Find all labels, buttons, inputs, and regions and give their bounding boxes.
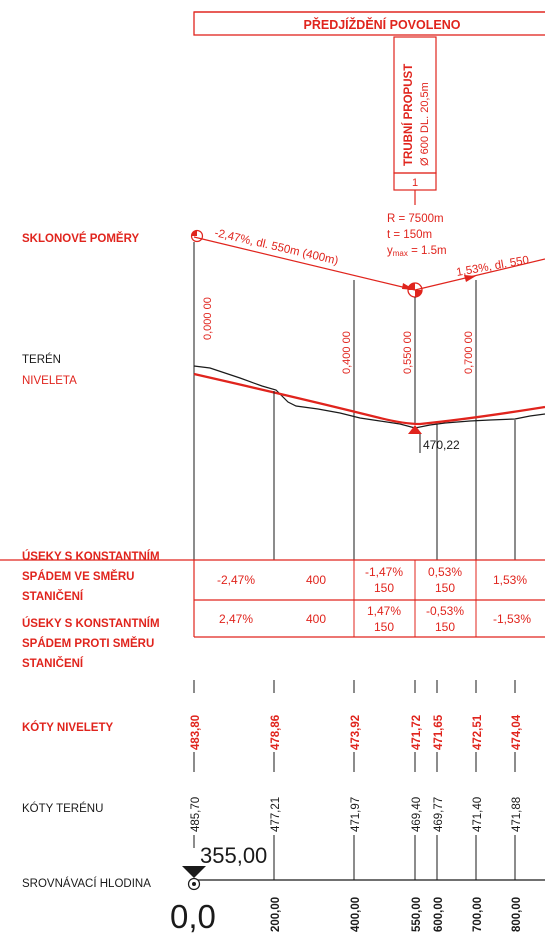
ter-elev-3: 469,40	[411, 797, 423, 832]
culvert-number: 1	[412, 177, 418, 189]
label-useky-proti-2: SPÁDEM PROTI SMĚRU	[22, 637, 154, 650]
proti-cell-3b: 150	[435, 620, 455, 634]
ter-elev-2: 471,97	[350, 797, 362, 832]
ter-elev-4: 469,77	[433, 797, 445, 832]
row-labels: SKLONOVÉ POMĚRY TERÉN NIVELETA ÚSEKY S K…	[22, 232, 160, 890]
upper-station-lines: 0,000 00 0,400 00 0,550 00 0,700 00	[193, 242, 477, 560]
ve-cell-4: 1,53%	[493, 573, 527, 587]
label-useky-ve-3: STANIČENÍ	[22, 590, 84, 603]
niv-elev-2: 473,92	[350, 715, 362, 750]
elevation-station-lines	[193, 680, 516, 880]
ter-elev-6: 471,88	[511, 797, 523, 832]
terrain-elevations-row: 485,70 477,21 471,97 469,40 469,77 471,4…	[190, 797, 523, 832]
profile-lines: 470,22	[193, 365, 545, 453]
chainage-400: 400,00	[350, 897, 362, 932]
grade-left-label: -2,47%, dl. 550m (400m)	[213, 227, 339, 267]
proti-cell-4: -1,53%	[493, 612, 531, 626]
niv-elev-0: 483,80	[190, 715, 202, 750]
overtaking-band: PŘEDJÍŽDĚNÍ POVOLENO	[193, 11, 545, 36]
chainage-550: 550,00	[411, 897, 423, 932]
label-teren: TERÉN	[22, 353, 61, 366]
label-useky-ve-1: ÚSEKY S KONSTANTNÍM	[22, 550, 160, 563]
culvert-label-line1: TRUBNÍ PROPUST	[402, 64, 415, 166]
ter-elev-5: 471,40	[472, 797, 484, 832]
ter-elev-1: 477,21	[270, 797, 282, 832]
overtaking-label: PŘEDJÍŽDĚNÍ POVOLENO	[304, 17, 461, 32]
chainage-200: 200,00	[270, 897, 282, 932]
grade-elevations-row: 483,80 478,86 473,92 471,72 471,65 472,5…	[190, 714, 523, 750]
niv-elev-3: 471,72	[411, 715, 423, 750]
label-useky-proti-1: ÚSEKY S KONSTANTNÍM	[22, 617, 160, 630]
curve-ymax: ymax = 1.5m	[387, 245, 447, 258]
grade-diagram: -2,47%, dl. 550m (400m) 1,53%, dl. 550	[190, 227, 545, 298]
station-label-550: 0,550 00	[402, 331, 414, 374]
chainage-origin: 0,0	[170, 898, 216, 935]
chainage-700: 700,00	[472, 897, 484, 932]
chainage-800: 800,00	[511, 897, 523, 932]
curve-radius: R = 7500m	[387, 213, 444, 225]
label-koty-terenu: KÓTY TERÉNU	[22, 802, 103, 815]
chainage-row: 0,0 200,00 400,00 550,00 600,00 700,00 8…	[170, 897, 523, 935]
terrain-line	[193, 365, 545, 429]
ve-cell-3b: 150	[435, 581, 455, 595]
constant-grade-table: -2,47% 400 -1,47% 150 0,53% 150 1,53% 2,…	[0, 559, 545, 638]
culvert-marker: TRUBNÍ PROPUST Ø 600 DL. 20,5m 1	[393, 36, 437, 205]
proti-cell-3a: -0,53%	[426, 604, 464, 618]
ter-elev-0: 485,70	[190, 797, 202, 832]
proti-cell-2a: 1,47%	[367, 604, 401, 618]
niv-elev-1: 478,86	[270, 715, 282, 750]
low-point-label: 470,22	[423, 438, 460, 452]
datum-value: 355,00	[200, 843, 267, 868]
grade-right-label: 1,53%, dl. 550	[455, 254, 529, 279]
ve-cell-2a: -1,47%	[365, 565, 403, 579]
niv-elev-5: 472,51	[472, 714, 484, 750]
ve-cell-2b: 150	[374, 581, 394, 595]
station-label-0: 0,000 00	[202, 297, 214, 340]
proti-cell-2b: 150	[374, 620, 394, 634]
proti-cell-0: 2,47%	[219, 612, 253, 626]
culvert-label-line2: Ø 600 DL. 20,5m	[419, 82, 431, 166]
datum-reference: 355,00	[182, 843, 545, 891]
label-koty-nivelety: KÓTY NIVELETY	[22, 721, 113, 734]
label-sklonove-pomery: SKLONOVÉ POMĚRY	[22, 232, 139, 245]
ve-cell-3a: 0,53%	[428, 565, 462, 579]
label-useky-ve-2: SPÁDEM VE SMĚRU	[22, 570, 134, 583]
low-point-marker	[408, 425, 422, 434]
datum-triangle-icon	[182, 866, 206, 878]
proti-cell-1: 400	[306, 612, 326, 626]
chainage-600: 600,00	[433, 897, 445, 932]
station-label-700: 0,700 00	[463, 331, 475, 374]
lower-station-lines	[273, 391, 516, 560]
niv-elev-4: 471,65	[433, 714, 445, 750]
ve-cell-0: -2,47%	[217, 573, 255, 587]
niveleta-line	[193, 372, 545, 426]
vertical-curve-parameters: R = 7500m t = 150m ymax = 1.5m	[387, 213, 447, 258]
label-srovnavaci-hladina: SROVNÁVACÍ HLODINA	[22, 877, 151, 890]
niv-elev-6: 474,04	[511, 714, 523, 750]
ve-cell-1: 400	[306, 573, 326, 587]
station-label-400: 0,400 00	[341, 331, 353, 374]
label-niveleta: NIVELETA	[22, 375, 77, 387]
label-useky-proti-3: STANIČENÍ	[22, 657, 84, 670]
curve-tangent: t = 150m	[387, 229, 432, 241]
